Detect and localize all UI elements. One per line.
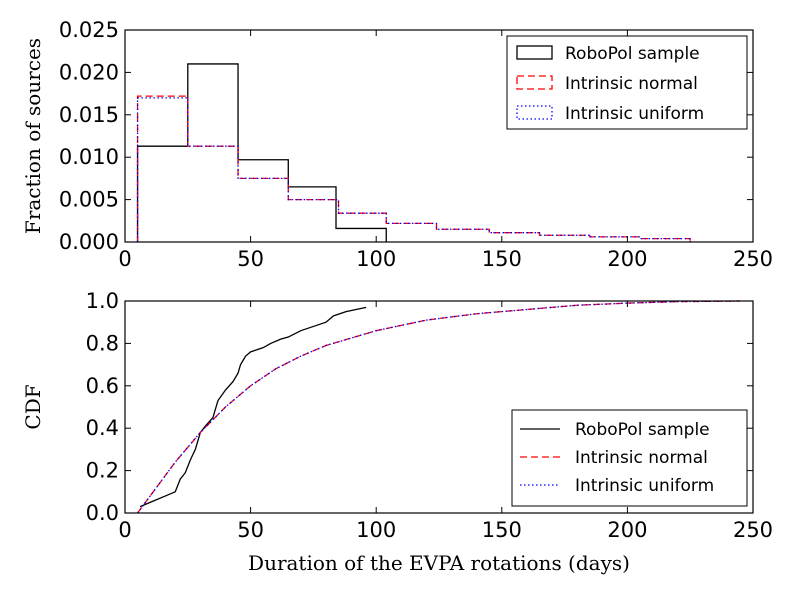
histogram-xtick-label: 0 (118, 247, 131, 271)
legend-label-intrinsic-uniform: Intrinsic uniform (565, 104, 704, 124)
cdf-axes-frame (124, 300, 754, 514)
cdf-ytick-label: 0.4 (86, 416, 119, 440)
cdf-series-intrinsic-uniform (137, 300, 741, 514)
legend-label-robopol: RoboPol sample (575, 420, 710, 440)
cdf-legend: RoboPol sample Intrinsic normal Intrinsi… (511, 409, 748, 507)
cdf-xlabel: Duration of the EVPA rotations (days) (248, 551, 630, 575)
histogram-ticks: 0 50 100 150 200 250 0.000 0.005 0.010 0.015 0.020… (59, 18, 773, 271)
cdf-ytick-label: 0.6 (86, 374, 119, 398)
histogram-ytick-label: 0.015 (59, 103, 119, 127)
histogram-xtick-label: 150 (482, 247, 522, 271)
histogram-marks (136, 63, 691, 242)
cdf-marks (137, 300, 741, 514)
cdf-ytick-label: 0.8 (86, 331, 119, 355)
histogram-xtick-label: 250 (733, 247, 773, 271)
histogram-xtick-label: 50 (237, 247, 264, 271)
cdf-ytick-label: 0.0 (86, 501, 119, 525)
legend-label-intrinsic-uniform: Intrinsic uniform (575, 476, 714, 496)
histogram-ytick-label: 0.025 (59, 18, 119, 42)
cdf-series-robopol-sample (139, 306, 367, 508)
cdf-ylabel: CDF (21, 384, 45, 429)
cdf-ticks: 0 50 100 150 200 250 0.0 0.2 0.4 0.6 0.8 1.0 (86, 289, 773, 542)
legend-swatch-robopol (516, 45, 553, 60)
histogram-xtick-label: 200 (607, 247, 647, 271)
histogram-xtick-label: 100 (356, 247, 396, 271)
legend-label-intrinsic-normal: Intrinsic normal (565, 74, 698, 94)
histogram-series-robopol-sample (136, 63, 387, 242)
histogram-axes-frame (124, 29, 754, 243)
cdf-xtick-label: 50 (237, 518, 264, 542)
histogram-legend-box (506, 35, 748, 130)
legend-label-intrinsic-normal: Intrinsic normal (575, 448, 708, 468)
cdf-xtick-label: 0 (118, 518, 131, 542)
legend-label-robopol: RoboPol sample (565, 44, 700, 64)
histogram-panel: 0 50 100 150 200 250 0.000 0.005 0.010 0.015 0.020… (21, 18, 773, 271)
legend-swatch-intrinsic-uniform (516, 105, 553, 120)
cdf-panel: 0 50 100 150 200 250 0.0 0.2 0.4 0.6 0.8 1.0 CDF Du… (21, 289, 773, 575)
cdf-xtick-label: 200 (607, 518, 647, 542)
cdf-xtick-label: 250 (733, 518, 773, 542)
histogram-ytick-label: 0.000 (59, 230, 119, 254)
histogram-ytick-label: 0.010 (59, 145, 119, 169)
cdf-legend-box (511, 409, 748, 507)
cdf-ytick-label: 0.2 (86, 459, 119, 483)
histogram-series-intrinsic-uniform (136, 97, 691, 242)
histogram-ylabel: Fraction of sources (21, 38, 45, 234)
histogram-legend: RoboPol sample Intrinsic normal Intrinsi… (506, 35, 748, 130)
cdf-ytick-label: 1.0 (86, 289, 119, 313)
histogram-ytick-label: 0.005 (59, 188, 119, 212)
histogram-ytick-label: 0.020 (59, 60, 119, 84)
cdf-xtick-label: 100 (356, 518, 396, 542)
cdf-xtick-label: 150 (482, 518, 522, 542)
legend-swatch-intrinsic-normal (516, 75, 553, 90)
